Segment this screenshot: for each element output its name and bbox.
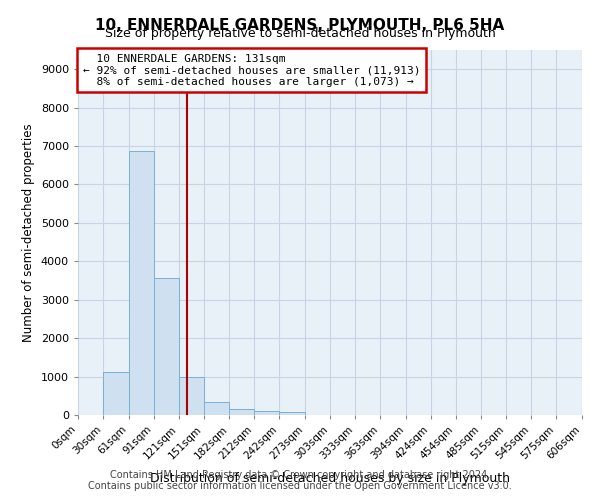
Y-axis label: Number of semi-detached properties: Number of semi-detached properties [22,123,35,342]
Text: 10, ENNERDALE GARDENS, PLYMOUTH, PL6 5HA: 10, ENNERDALE GARDENS, PLYMOUTH, PL6 5HA [95,18,505,32]
Text: Contains HM Land Registry data © Crown copyright and database right 2024.: Contains HM Land Registry data © Crown c… [110,470,490,480]
X-axis label: Distribution of semi-detached houses by size in Plymouth: Distribution of semi-detached houses by … [150,472,510,485]
Text: Size of property relative to semi-detached houses in Plymouth: Size of property relative to semi-detach… [104,28,496,40]
Bar [154,278,179,415]
Text: Contains public sector information licensed under the Open Government Licence v3: Contains public sector information licen… [88,481,512,491]
Bar [279,412,305,415]
Bar [103,372,129,415]
Bar [229,410,254,415]
Bar [179,376,203,415]
Text: 10 ENNERDALE GARDENS: 131sqm  
← 92% of semi-detached houses are smaller (11,913: 10 ENNERDALE GARDENS: 131sqm ← 92% of se… [83,54,421,87]
Bar [254,411,279,415]
Bar [203,402,229,415]
Bar [129,150,154,415]
